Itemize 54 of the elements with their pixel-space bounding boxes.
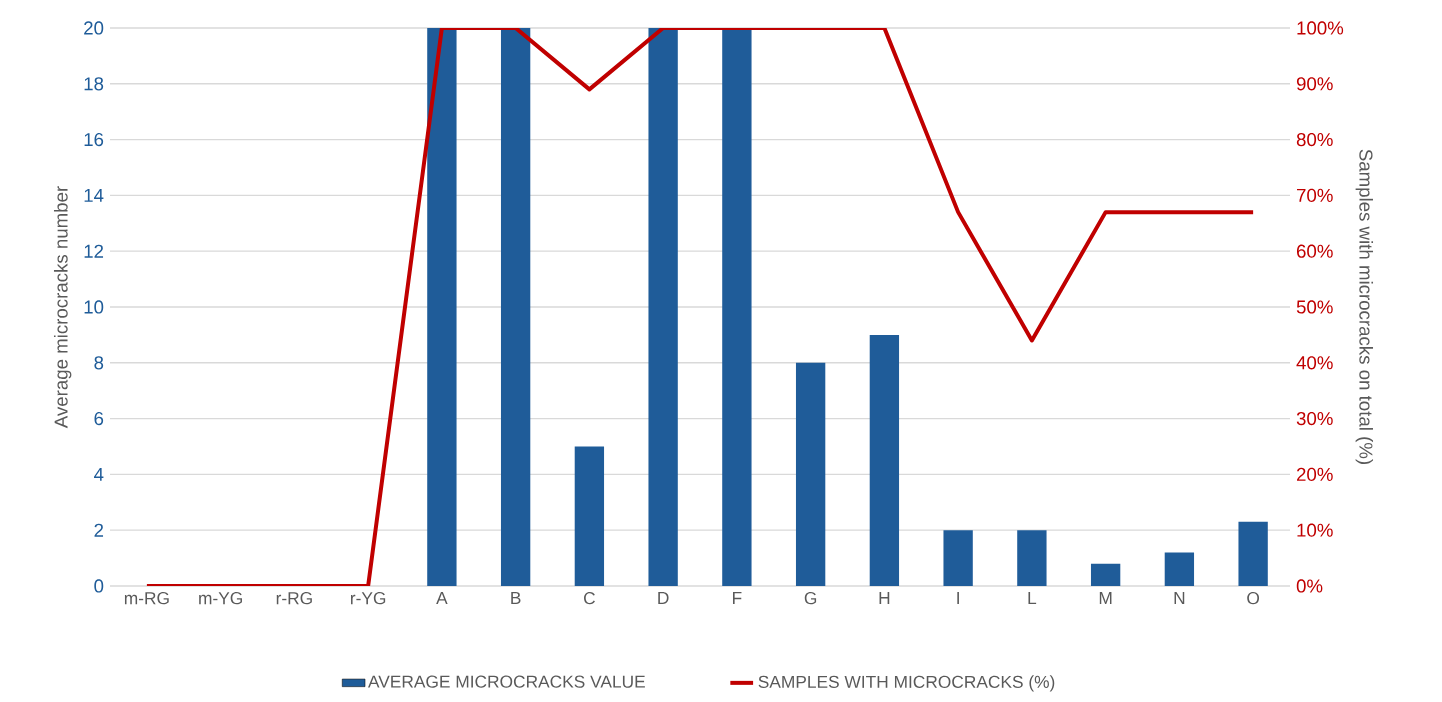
bar — [722, 27, 752, 586]
y2-tick-label: 10% — [1297, 523, 1333, 537]
x-tick-label: G — [804, 592, 817, 605]
y-tick-label: 10 — [84, 300, 104, 314]
bar — [427, 27, 457, 586]
x-tick-label: H — [879, 592, 890, 604]
legend-label: AVERAGE MICROCRACKS VALUE — [368, 675, 645, 688]
y-tick-label: 16 — [84, 132, 104, 147]
x-tick-label: O — [1247, 592, 1260, 605]
y2-tick-label: 70% — [1297, 188, 1333, 202]
y2-tick-label: 100% — [1297, 21, 1344, 35]
y-axis-title: Average microcracks number — [53, 186, 72, 429]
bar — [795, 362, 826, 586]
x-tick-label: m-RG — [124, 592, 169, 605]
x-tick-label: C — [584, 592, 595, 605]
y-tick-label: 18 — [84, 77, 104, 91]
bar — [869, 334, 900, 586]
x-tick-label: B — [511, 592, 521, 604]
y2-tick-label: 40% — [1296, 356, 1333, 370]
x-tick-label: r-RG — [276, 592, 312, 605]
x-tick-label: M — [1099, 592, 1112, 604]
y-tick-label: 20 — [84, 21, 104, 35]
y2-tick-label: 60% — [1296, 244, 1333, 258]
x-tick-label: r-YG — [350, 592, 386, 605]
bar — [943, 530, 973, 586]
y-tick-label: 0 — [94, 579, 104, 593]
x-tick-label: N — [1174, 592, 1185, 604]
y-tick-label: 12 — [84, 244, 104, 258]
bar — [1090, 563, 1121, 586]
x-tick-label: L — [1028, 592, 1037, 604]
bar — [1238, 521, 1268, 586]
bar — [1017, 530, 1047, 586]
bar — [500, 27, 531, 586]
x-tick-label: F — [733, 592, 742, 604]
y2-tick-label: 50% — [1296, 300, 1333, 314]
bar — [1164, 552, 1195, 586]
y-tick-label: 4 — [94, 467, 104, 481]
y-tick-label: 8 — [94, 356, 104, 370]
y-tick-label: 14 — [84, 188, 104, 202]
x-tick-label: D — [658, 592, 669, 604]
y2-tick-label: 80% — [1296, 132, 1333, 147]
x-tick-label: m-YG — [199, 592, 242, 605]
y2-axis-title: Samples with microcracks on total (%) — [1355, 149, 1374, 464]
y2-tick-label: 30% — [1296, 411, 1333, 426]
y2-tick-label: 90% — [1296, 77, 1333, 91]
legend-label: SAMPLES WITH MICROCRACKS (%) — [758, 675, 1055, 692]
y-tick-label: 6 — [94, 411, 104, 426]
bar — [574, 446, 605, 586]
x-tick-label: I — [957, 592, 959, 604]
x-tick-label: A — [436, 592, 448, 604]
y2-tick-label: 20% — [1296, 467, 1333, 481]
y2-tick-label: 0% — [1296, 579, 1323, 593]
y-tick-label: 2 — [94, 523, 104, 537]
bar — [648, 27, 678, 586]
